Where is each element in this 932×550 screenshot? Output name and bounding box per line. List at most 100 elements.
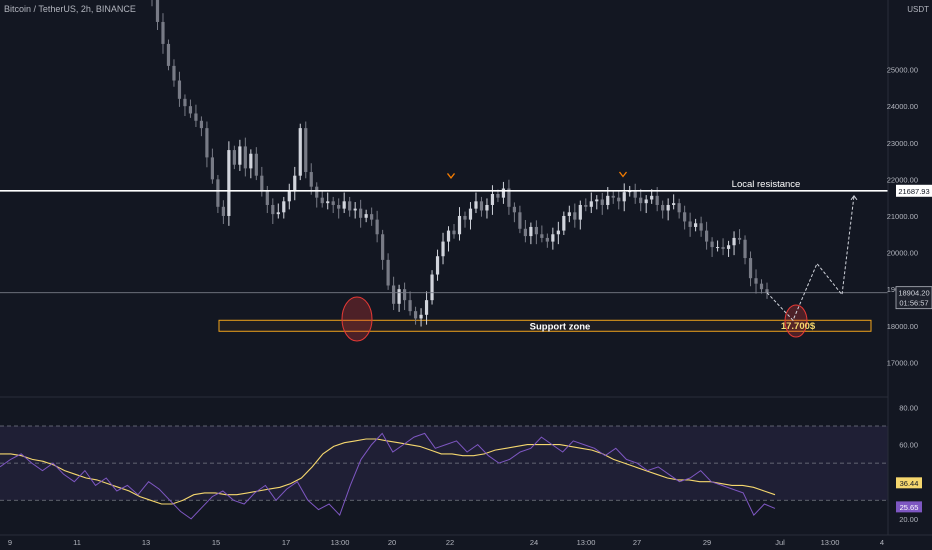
swing-high-marker bbox=[618, 171, 628, 178]
candle-body bbox=[337, 204, 341, 209]
target-circle bbox=[784, 304, 808, 338]
time-axis[interactable]: 9 11 13 15 17 13:00 20 22 24 13:00 27 29 Jul 13:00 4 bbox=[0, 534, 932, 547]
candle-body bbox=[194, 113, 198, 121]
candle-body bbox=[726, 245, 731, 249]
candle-body bbox=[699, 223, 703, 231]
price-tick-label: 23000.00 bbox=[887, 139, 918, 148]
candle-body bbox=[573, 212, 577, 220]
candle-body bbox=[392, 285, 396, 304]
candle-body bbox=[309, 172, 313, 187]
candle-body bbox=[359, 208, 363, 218]
candle-body bbox=[205, 128, 209, 158]
price-tick-label: 25000.00 bbox=[887, 66, 918, 75]
candle-body bbox=[457, 215, 462, 235]
rsi-tick-label: 60.00 bbox=[899, 441, 918, 450]
price-tick-label: 24000.00 bbox=[887, 102, 918, 111]
candle-body bbox=[435, 256, 440, 275]
candle-body bbox=[419, 314, 423, 319]
time-tick-label: 13:00 bbox=[577, 538, 596, 547]
candle-body bbox=[688, 221, 692, 227]
support-zone-layer: Support zone bbox=[218, 319, 872, 332]
candle-body bbox=[238, 146, 242, 165]
candle-body bbox=[348, 201, 352, 211]
candle-body bbox=[567, 212, 571, 216]
candle-body bbox=[721, 247, 725, 249]
candle-body bbox=[276, 212, 280, 215]
countdown: 01:56:57 bbox=[899, 299, 928, 308]
candle-body bbox=[199, 120, 204, 129]
candle-body bbox=[765, 289, 769, 293]
candle-body bbox=[523, 228, 527, 237]
candle-body bbox=[254, 153, 258, 176]
candle-body bbox=[501, 188, 506, 198]
rsi-ma-value: 36.44 bbox=[900, 479, 919, 488]
time-tick-label: 9 bbox=[8, 538, 12, 547]
price-tick-label: 17000.00 bbox=[887, 358, 918, 367]
candle-body bbox=[172, 65, 176, 81]
candle-body bbox=[534, 226, 538, 235]
candle-body bbox=[529, 226, 533, 237]
time-tick-label: 15 bbox=[212, 538, 220, 547]
time-tick-label: 29 bbox=[703, 538, 711, 547]
price-tick-label: 22000.00 bbox=[887, 175, 918, 184]
time-tick-label: 13 bbox=[142, 538, 150, 547]
candle-body bbox=[282, 201, 286, 213]
candle-body bbox=[430, 274, 434, 301]
candle-body bbox=[287, 190, 291, 202]
price-tick-label: 18000.00 bbox=[887, 322, 918, 331]
candle-body bbox=[188, 106, 193, 114]
time-tick-label: 27 bbox=[633, 538, 641, 547]
candle-body bbox=[260, 175, 264, 191]
candle-body bbox=[639, 197, 643, 204]
candle-body bbox=[381, 234, 385, 260]
resistance-value: 21687.93 bbox=[898, 187, 929, 196]
candle-body bbox=[216, 179, 220, 207]
candle-body bbox=[754, 278, 758, 284]
candle-body bbox=[512, 206, 517, 213]
candle-body bbox=[342, 201, 346, 209]
candle-body bbox=[331, 201, 335, 205]
candle-body bbox=[298, 128, 302, 176]
time-tick-label: 4 bbox=[880, 538, 884, 547]
candle-body bbox=[584, 204, 588, 207]
candle-body bbox=[304, 128, 308, 173]
candle-body bbox=[704, 230, 709, 242]
time-tick-label: 24 bbox=[530, 538, 538, 547]
resistance-label: Local resistance bbox=[732, 179, 801, 190]
time-tick-label: Jul bbox=[775, 538, 785, 547]
candle-body bbox=[737, 237, 742, 240]
price-tick-label: 20000.00 bbox=[887, 249, 918, 258]
candle-body bbox=[243, 146, 247, 169]
candle-body bbox=[485, 204, 489, 211]
candles bbox=[151, 0, 769, 327]
candle-body bbox=[364, 214, 368, 218]
time-tick-label: 13:00 bbox=[821, 538, 840, 547]
time-tick-label: 13:00 bbox=[331, 538, 350, 547]
candle-body bbox=[315, 186, 319, 198]
candle-body bbox=[468, 208, 473, 220]
candle-body bbox=[353, 208, 357, 211]
time-tick-label: 17 bbox=[282, 538, 290, 547]
candle-body bbox=[408, 300, 412, 312]
candle-body bbox=[677, 203, 681, 213]
candle-body bbox=[748, 258, 753, 279]
time-tick-label: 11 bbox=[73, 538, 81, 547]
candle-body bbox=[446, 230, 451, 242]
price-axis-bg bbox=[888, 0, 932, 550]
candle-body bbox=[650, 195, 654, 200]
support-zone-label: Support zone bbox=[530, 321, 591, 332]
projection-arrow bbox=[850, 194, 858, 201]
candle-body bbox=[424, 300, 429, 315]
candle-body bbox=[402, 289, 407, 301]
candle-body bbox=[600, 199, 604, 205]
candle-body bbox=[271, 204, 275, 215]
candle-body bbox=[672, 203, 676, 205]
candle-body bbox=[221, 206, 225, 216]
candle-body bbox=[155, 0, 160, 22]
currency-label: USDT bbox=[907, 5, 929, 14]
candle-body bbox=[507, 188, 511, 207]
rsi-tick-label: 80.00 bbox=[899, 403, 918, 412]
candle-body bbox=[397, 289, 401, 304]
